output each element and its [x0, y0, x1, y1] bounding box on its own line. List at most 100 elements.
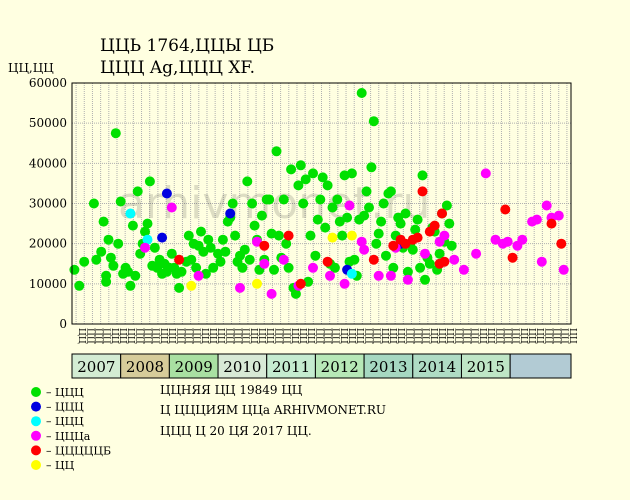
data-point: [300, 174, 311, 185]
x-tick-label: ЦЦ: [567, 328, 577, 344]
data-point: [242, 176, 253, 187]
x-tick-label: ЦЦ: [371, 328, 381, 344]
data-point: [310, 250, 321, 261]
data-point: [332, 194, 343, 205]
x-tick-label: ЦЦ: [199, 328, 209, 344]
data-point: [105, 252, 116, 263]
data-point: [203, 234, 214, 245]
data-point: [283, 262, 294, 273]
year-cell: [266, 353, 316, 379]
legend-label: – ЦЦЦа: [46, 430, 91, 443]
x-tick-label: ЦЦ: [232, 328, 242, 344]
data-point: [247, 198, 258, 209]
data-point: [517, 234, 528, 245]
x-tick-label: ЦЦ: [142, 328, 152, 344]
y-tick-label: 40000: [29, 156, 67, 170]
data-point: [127, 220, 138, 231]
year-label: 2011: [272, 358, 310, 376]
data-point: [402, 274, 413, 285]
data-point: [385, 270, 396, 281]
x-tick-label: ЦЦ: [109, 328, 119, 344]
data-point: [140, 226, 150, 237]
data-point: [327, 232, 338, 243]
data-point: [410, 224, 421, 235]
x-tick-label: ЦЦ: [493, 328, 503, 344]
data-point: [69, 264, 80, 275]
data-point: [322, 180, 333, 191]
data-point: [346, 230, 357, 241]
data-point: [541, 200, 552, 211]
data-point: [174, 254, 185, 265]
data-point: [344, 200, 355, 211]
data-point: [264, 194, 275, 205]
data-point: [215, 256, 226, 267]
data-point: [412, 232, 423, 243]
year-cell: [217, 353, 268, 379]
x-tick-label: ЦЦ: [477, 328, 487, 344]
x-tick-label: ЦЦ: [158, 328, 168, 344]
year-label: 2015: [467, 358, 505, 376]
data-point: [96, 246, 107, 257]
data-point: [339, 278, 350, 289]
data-point: [266, 288, 277, 299]
x-tick-label: ЦЦ: [428, 328, 438, 344]
data-point: [252, 278, 262, 289]
x-tick-label: ЦЦ: [387, 328, 397, 344]
plot-frame: [71, 82, 572, 325]
data-point: [371, 238, 382, 249]
year-cell: [363, 353, 414, 379]
note-line-1: ЦЦНЯЯ ЦЦ 19849 ЦЦ: [160, 383, 303, 397]
data-point: [553, 210, 564, 221]
data-point: [349, 254, 360, 265]
year-label: 2010: [223, 358, 261, 376]
data-point: [91, 254, 102, 265]
x-tick-label: ЦЦ: [362, 328, 372, 344]
note-line-3: ЦЦЦ Ц 20 ЦЯ 2017 ЦЦ.: [160, 424, 312, 438]
data-point: [441, 200, 452, 211]
data-point: [217, 234, 228, 245]
x-tick-label: ЦЦ: [313, 328, 323, 344]
x-tick-label: ЦЦ: [444, 328, 454, 344]
year-cell: [168, 353, 219, 379]
x-tick-label: ЦЦ: [117, 328, 127, 344]
year-label: 2012: [321, 358, 359, 376]
data-point: [74, 280, 85, 291]
x-tick-label: ЦЦ: [411, 328, 421, 344]
data-point: [420, 248, 430, 259]
x-tick-label: ЦЦ: [559, 328, 569, 344]
x-tick-label: ЦЦ: [518, 328, 528, 344]
data-point: [395, 218, 406, 229]
x-tick-label: ЦЦ: [133, 328, 143, 344]
data-point: [325, 270, 335, 281]
data-point: [298, 198, 309, 209]
data-point: [471, 248, 482, 259]
year-cell: [314, 353, 365, 379]
x-tick-label: ЦЦ: [354, 328, 364, 344]
x-tick-label: ЦЦ: [101, 328, 111, 344]
data-point: [269, 264, 279, 275]
data-point: [439, 230, 450, 241]
x-tick-label: ЦЦ: [248, 328, 258, 344]
x-tick-label: ЦЦ: [223, 328, 233, 344]
data-point: [402, 266, 413, 277]
x-tick-label: ЦЦ: [182, 328, 192, 344]
data-point: [507, 252, 518, 263]
data-point: [417, 170, 428, 181]
data-point: [373, 270, 384, 281]
data-point: [434, 248, 445, 259]
data-point: [281, 238, 292, 249]
y-axis-label: ЦЦ,ЦЦ: [8, 61, 54, 75]
data-point: [308, 168, 318, 179]
data-point: [196, 226, 206, 237]
data-point: [368, 116, 379, 127]
x-tick-label: ЦЦ: [264, 328, 274, 344]
y-tick-label: 0: [59, 317, 67, 331]
legend-marker: [31, 387, 41, 397]
data-point: [415, 262, 426, 273]
data-point: [366, 162, 377, 173]
x-tick-label: ЦЦ: [150, 328, 160, 344]
data-point: [230, 230, 241, 241]
x-tick-label: ЦЦ: [256, 328, 266, 344]
data-point: [342, 212, 353, 223]
